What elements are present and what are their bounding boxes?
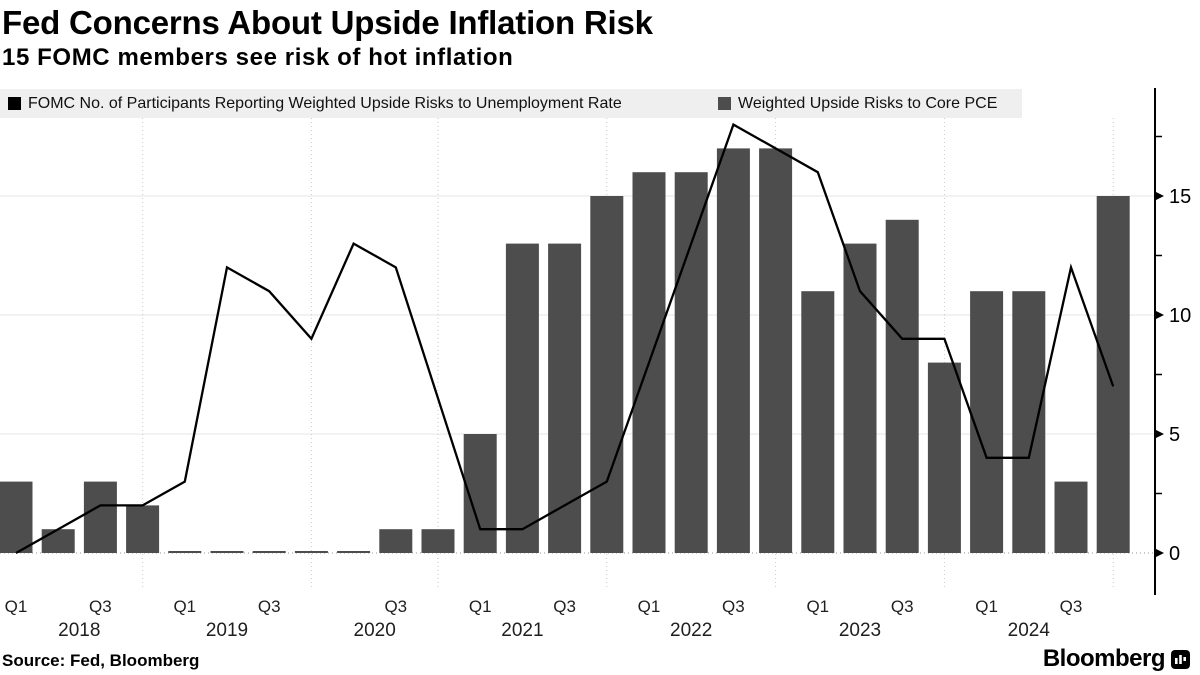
bar bbox=[927, 362, 961, 553]
bar bbox=[168, 551, 202, 553]
bar bbox=[83, 481, 117, 553]
legend-item-unemployment-line: FOMC No. of Participants Reporting Weigh… bbox=[8, 95, 718, 113]
bloomberg-branding: Bloomberg bbox=[1043, 645, 1190, 673]
x-tick-label: Q1 bbox=[806, 597, 829, 616]
bar bbox=[421, 529, 455, 553]
x-year-label: 2018 bbox=[58, 620, 100, 641]
bar bbox=[885, 219, 919, 554]
x-tick-label: Q1 bbox=[5, 597, 28, 616]
bar bbox=[1096, 196, 1130, 553]
x-year-label: 2019 bbox=[206, 620, 248, 641]
bar bbox=[1012, 291, 1046, 553]
y-tick-marker bbox=[1156, 549, 1164, 557]
x-year-label: 2021 bbox=[501, 620, 543, 641]
bar bbox=[1054, 481, 1088, 553]
y-tick-marker bbox=[1156, 192, 1164, 200]
legend: FOMC No. of Participants Reporting Weigh… bbox=[0, 89, 1022, 118]
x-tick-label: Q1 bbox=[469, 597, 492, 616]
bar bbox=[505, 243, 539, 553]
legend-item-core-pce-bars: Weighted Upside Risks to Core PCE bbox=[718, 95, 997, 113]
x-tick-label: Q3 bbox=[891, 597, 914, 616]
x-tick-label: Q3 bbox=[258, 597, 281, 616]
x-tick-label: Q3 bbox=[1060, 597, 1083, 616]
line-series-swatch-icon bbox=[8, 97, 21, 110]
bar bbox=[801, 291, 835, 553]
bar bbox=[41, 529, 75, 553]
x-tick-label: Q3 bbox=[89, 597, 112, 616]
x-tick-label: Q3 bbox=[553, 597, 576, 616]
bar bbox=[0, 481, 33, 553]
line-series bbox=[15, 122, 1115, 555]
x-tick-label: Q1 bbox=[173, 597, 196, 616]
bar bbox=[759, 148, 793, 553]
x-year-label: 2024 bbox=[1008, 620, 1051, 641]
bar bbox=[590, 196, 624, 553]
x-year-label: 2023 bbox=[839, 620, 881, 641]
x-tick-label: Q3 bbox=[722, 597, 745, 616]
bar bbox=[548, 243, 582, 553]
x-tick-label: Q1 bbox=[638, 597, 661, 616]
bar bbox=[674, 172, 708, 553]
bar bbox=[843, 243, 877, 553]
y-tick-label: 15 bbox=[1169, 186, 1191, 208]
x-year-label: 2022 bbox=[670, 620, 712, 641]
y-tick-label: 0 bbox=[1169, 543, 1180, 565]
y-tick-label: 10 bbox=[1169, 305, 1191, 327]
bloomberg-logo-icon bbox=[1171, 649, 1190, 669]
bar-series-swatch-icon bbox=[718, 97, 731, 110]
bar bbox=[716, 148, 750, 553]
legend-label: Weighted Upside Risks to Core PCE bbox=[738, 94, 998, 112]
y-tick-marker bbox=[1156, 430, 1164, 438]
bar bbox=[294, 551, 328, 553]
source-note: Source: Fed, Bloomberg bbox=[2, 651, 200, 670]
x-tick-label: Q3 bbox=[384, 597, 407, 616]
bar bbox=[126, 505, 160, 553]
y-tick-label: 5 bbox=[1169, 424, 1180, 446]
bloomberg-wordmark: Bloomberg bbox=[1042, 645, 1166, 672]
bar bbox=[970, 291, 1004, 553]
legend-label: FOMC No. of Participants Reporting Weigh… bbox=[28, 94, 622, 112]
bar bbox=[379, 529, 413, 553]
y-tick-marker bbox=[1156, 311, 1164, 319]
x-year-label: 2020 bbox=[354, 620, 396, 641]
bar bbox=[337, 551, 371, 553]
chart-subtitle: 15 FOMC members see risk of hot inflatio… bbox=[2, 44, 514, 71]
x-tick-label: Q1 bbox=[975, 597, 998, 616]
bar bbox=[252, 551, 286, 553]
bar bbox=[210, 551, 244, 553]
page-title: Fed Concerns About Upside Inflation Risk bbox=[2, 4, 653, 41]
